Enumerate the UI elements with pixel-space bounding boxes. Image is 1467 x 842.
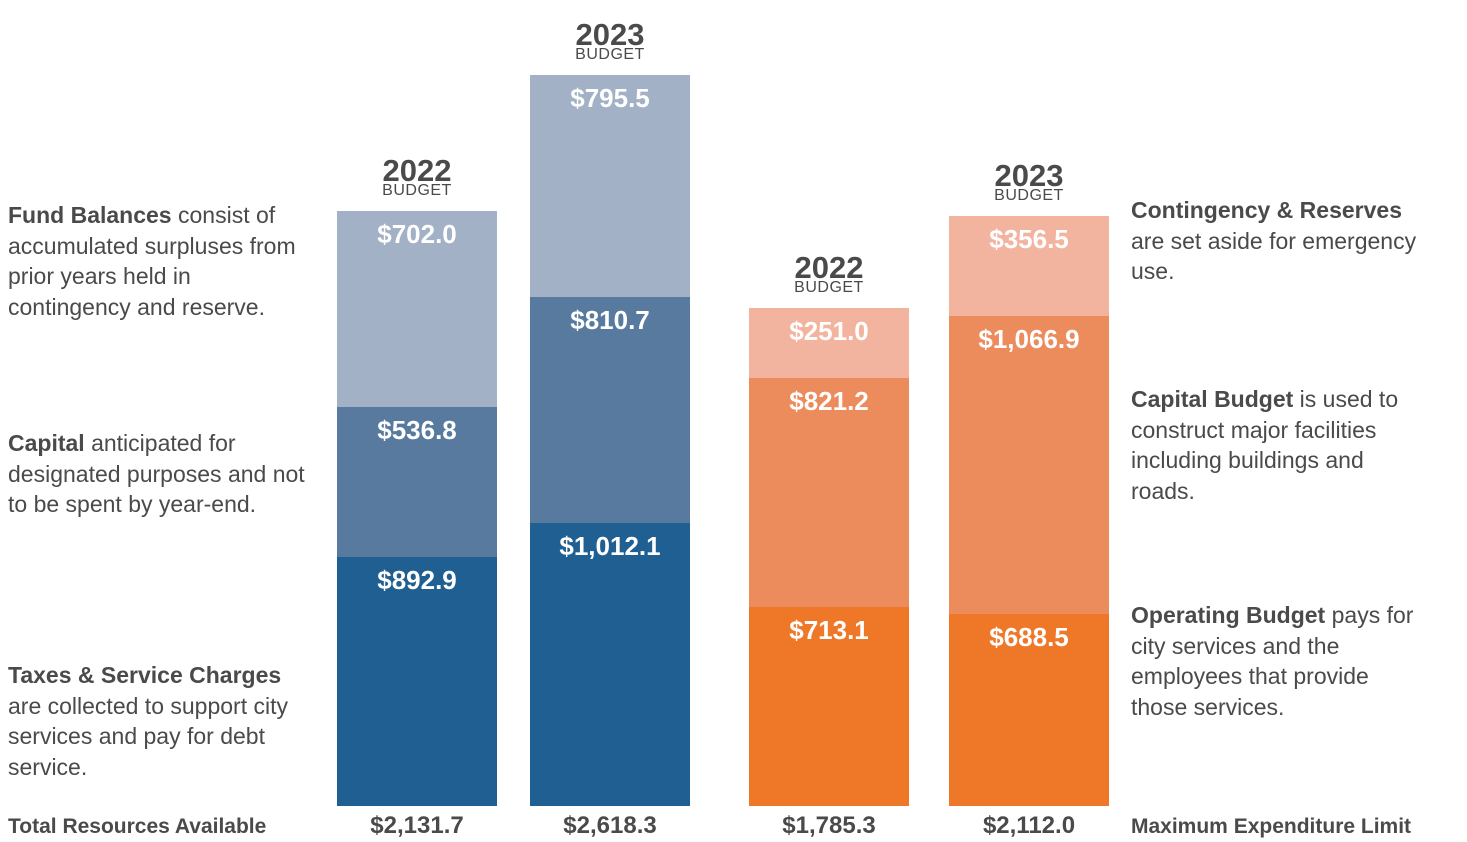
legend-entry: Operating Budget pays for city services … — [1131, 600, 1431, 722]
value-label: $688.5 — [989, 621, 1069, 652]
year-label: 2022 — [794, 249, 864, 285]
bar-segment: $821.2 — [749, 377, 909, 607]
legend-name: Contingency & Reserves — [1131, 197, 1402, 223]
bar-segment: $810.7 — [530, 297, 690, 524]
legend-description: are set aside for emergency use. — [1131, 227, 1417, 285]
year-label: 2022 — [382, 152, 452, 188]
bar-segment: $356.5 — [949, 216, 1109, 316]
year-label: 2023 — [575, 17, 645, 52]
bar-segment: $713.1 — [749, 606, 909, 806]
total-label: $2,618.3 — [563, 812, 657, 839]
total-label: $2,112.0 — [982, 812, 1076, 839]
bar-segment: $251.0 — [749, 307, 909, 378]
value-label: $713.1 — [789, 614, 869, 645]
total-label: $1,785.3 — [782, 812, 876, 839]
value-label: $1,066.9 — [978, 323, 1080, 354]
legend-description: consist of accumulated surpluses from pr… — [8, 202, 296, 320]
value-label: $821.2 — [789, 385, 869, 416]
bar-segment: $1,066.9 — [949, 315, 1109, 614]
value-label: $536.8 — [377, 414, 457, 445]
legend-description: is used to construct major facilities in… — [1131, 386, 1399, 504]
legend-description: are collected to support city services a… — [8, 692, 288, 780]
bar-segment: $1,012.1 — [530, 523, 690, 806]
total-label: $2,131.7 — [370, 812, 464, 839]
legend-entry: Capital anticipated for designated purpo… — [8, 428, 308, 520]
value-label: $702.0 — [377, 218, 457, 249]
value-label: $810.7 — [570, 305, 650, 336]
year-sublabel: BUDGET — [575, 46, 645, 63]
legend-description: anticipated for designated purposes and … — [8, 430, 305, 517]
total-name: Maximum Expenditure Limit — [1131, 815, 1412, 838]
value-label: $1,012.1 — [559, 531, 661, 562]
legend-name: Capital Budget — [1131, 386, 1294, 412]
legend-name: Operating Budget — [1131, 602, 1326, 628]
bar-segment: $795.5 — [530, 75, 690, 298]
legend-entry: Taxes & Service Charges are collected to… — [8, 660, 308, 782]
bar-segment: $536.8 — [337, 406, 497, 557]
year-sublabel: BUDGET — [994, 187, 1064, 205]
year-sublabel: BUDGET — [382, 181, 452, 199]
value-label: $356.5 — [989, 224, 1069, 255]
legend-description: pays for city services and the employees… — [1131, 602, 1414, 720]
value-label: $892.9 — [377, 564, 457, 595]
bar-segment: $702.0 — [337, 210, 497, 407]
value-label: $795.5 — [570, 83, 650, 113]
total-name: Total Resources Available — [8, 815, 267, 838]
bar-segment: $688.5 — [949, 613, 1109, 806]
year-label: 2023 — [994, 158, 1064, 194]
legend-entry: Fund Balances consist of accumulated sur… — [8, 200, 308, 322]
bar-segment: $892.9 — [337, 556, 497, 806]
year-sublabel: BUDGET — [794, 278, 864, 296]
legend-name: Fund Balances — [8, 202, 172, 228]
value-label: $251.0 — [789, 315, 869, 346]
legend-name: Taxes & Service Charges — [8, 662, 282, 688]
legend-entry: Contingency & Reserves are set aside for… — [1131, 195, 1431, 287]
legend-name: Capital — [8, 430, 85, 456]
legend-entry: Capital Budget is used to construct majo… — [1131, 384, 1431, 506]
